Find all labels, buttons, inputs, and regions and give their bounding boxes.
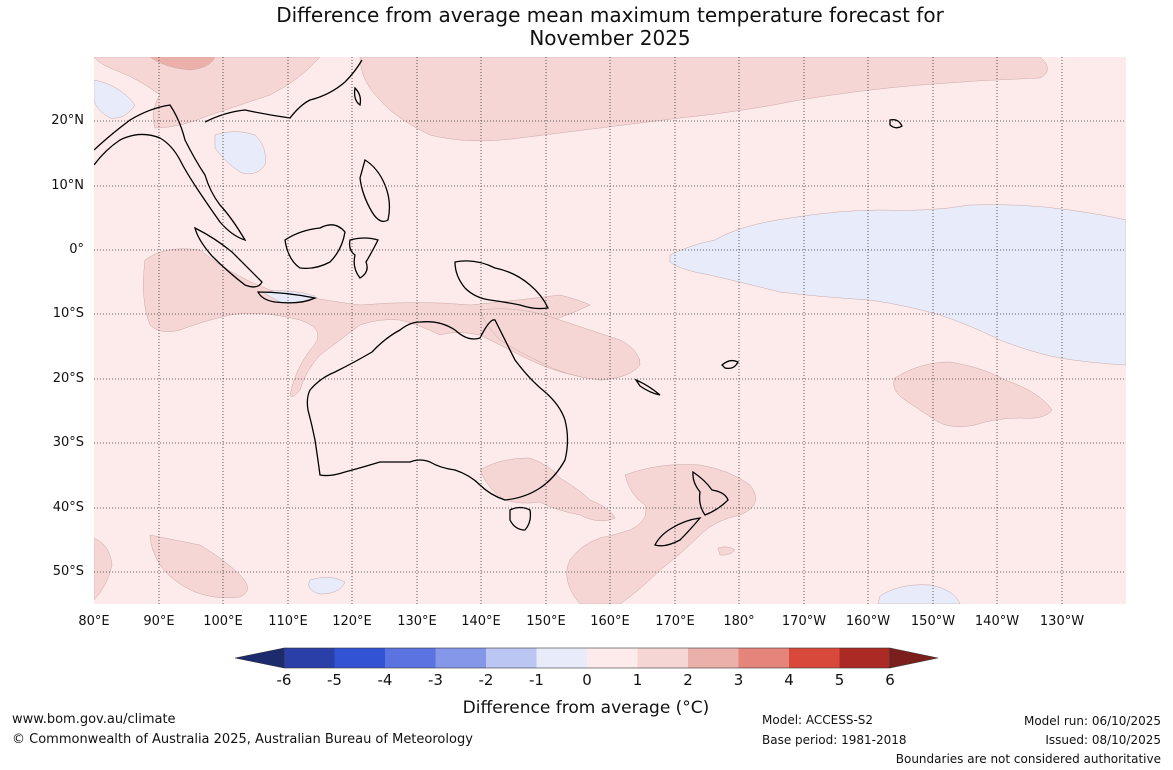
colorbar-under-arrow bbox=[234, 647, 285, 669]
lon-label-150e: 150°E bbox=[526, 614, 566, 629]
anomaly-region-east-small bbox=[717, 546, 736, 556]
lon-label-150w: 150°W bbox=[910, 614, 956, 629]
new-guinea-coastline bbox=[454, 260, 549, 310]
colorbar-tick-6: 6 bbox=[885, 671, 895, 689]
colorbar bbox=[234, 647, 939, 669]
colorbar-tick-3: 3 bbox=[733, 671, 744, 689]
colorbar-bin-minus6-minus5 bbox=[284, 648, 335, 668]
lat-label-0: 0° bbox=[69, 242, 84, 257]
anomaly-region-india-cool bbox=[94, 79, 136, 119]
copyright-text: © Commonwealth of Australia 2025, Austra… bbox=[12, 732, 473, 747]
coastlines bbox=[94, 59, 903, 547]
colorbar-tick-2: 2 bbox=[683, 671, 693, 689]
lon-label-120e: 120°E bbox=[332, 614, 372, 629]
anomaly-region-southern-ocean-edge bbox=[94, 537, 113, 601]
lat-label-40s: 40°S bbox=[52, 500, 84, 515]
colorbar-outline bbox=[283, 647, 891, 669]
anomaly-region-arafura bbox=[479, 308, 641, 381]
lon-label-160e: 160°E bbox=[590, 614, 630, 629]
lat-label-20n: 20°N bbox=[51, 113, 84, 128]
anomaly-region-south-cool-1 bbox=[308, 577, 346, 595]
sulawesi-coastline bbox=[348, 237, 379, 279]
fiji-coastline bbox=[721, 359, 739, 370]
lon-label-140e: 140°E bbox=[461, 614, 501, 629]
colorbar-tick-0: 0 bbox=[582, 671, 592, 689]
colorbar-bin-minus4-minus3 bbox=[385, 648, 436, 668]
anomaly-region-china-warm bbox=[149, 57, 216, 71]
lon-label-170e: 170°E bbox=[655, 614, 695, 629]
lon-label-130e: 130°E bbox=[397, 614, 437, 629]
hawaii-coastline bbox=[889, 118, 903, 129]
colorbar-tick-1: 1 bbox=[632, 671, 643, 689]
colorbar-tick-4: 4 bbox=[784, 671, 794, 689]
title-line-2: November 2025 bbox=[529, 26, 691, 50]
model-text: Model: ACCESS-S2 bbox=[762, 713, 874, 727]
anomaly-region-new-zealand bbox=[566, 464, 756, 604]
colorbar-bin-minus3-minus2 bbox=[435, 648, 486, 668]
colorbar-tick-minus3: -3 bbox=[428, 671, 443, 689]
lat-label-10s: 10°S bbox=[52, 306, 84, 321]
japan-coastline bbox=[353, 86, 362, 107]
anomaly-region-equatorial-pacific-cool bbox=[669, 204, 1126, 366]
map-area bbox=[94, 57, 1126, 604]
lat-label-20s: 20°S bbox=[52, 371, 84, 386]
colorbar-bin-minus1-zero bbox=[536, 648, 587, 668]
colorbar-tick-minus6: -6 bbox=[276, 671, 292, 689]
colorbar-bin-minus5-minus4 bbox=[334, 648, 385, 668]
website-link[interactable]: www.bom.gov.au/climate bbox=[12, 712, 176, 727]
australia-coastline bbox=[306, 319, 569, 501]
lon-label-90e: 90°E bbox=[143, 614, 175, 629]
colorbar-bin-zero-one bbox=[587, 648, 638, 668]
colorbar-bin-two-three bbox=[688, 648, 739, 668]
borneo-coastline bbox=[284, 224, 346, 270]
colorbar-tick-minus2: -2 bbox=[478, 671, 494, 689]
colorbar-bin-four-five bbox=[789, 648, 840, 668]
disclaimer-text: Boundaries are not considered authoritat… bbox=[895, 752, 1161, 766]
anomaly-region-north-pacific bbox=[359, 57, 1048, 142]
colorbar-tick-minus4: -4 bbox=[377, 671, 393, 689]
anomaly-region-tasman bbox=[479, 457, 616, 522]
gridlines bbox=[94, 57, 1126, 604]
lat-label-30s: 30°S bbox=[52, 435, 84, 450]
lat-label-10n: 10°N bbox=[51, 178, 84, 193]
java-coastline bbox=[256, 291, 318, 304]
model-run-text: Model run: 06/10/2025 bbox=[1023, 714, 1161, 728]
lon-label-80e: 80°E bbox=[78, 614, 110, 629]
lon-label-110e: 110°E bbox=[268, 614, 308, 629]
colorbar-bin-one-two bbox=[637, 648, 688, 668]
tasmania-coastline bbox=[509, 506, 532, 531]
lon-label-170w: 170°W bbox=[781, 614, 827, 629]
colorbar-over-arrow bbox=[889, 647, 939, 669]
lon-label-100e: 100°E bbox=[203, 614, 243, 629]
base-period-text: Base period: 1981-2018 bbox=[762, 733, 907, 747]
title-line-1: Difference from average mean maximum tem… bbox=[276, 3, 944, 27]
lat-label-50s: 50°S bbox=[52, 564, 84, 579]
new-caledonia-coastline bbox=[634, 378, 661, 396]
anomaly-region-south-cool-2 bbox=[877, 584, 961, 604]
colorbar-bin-three-four bbox=[738, 648, 789, 668]
colorbar-tick-minus5: -5 bbox=[327, 671, 342, 689]
mainland-asia-coastline bbox=[94, 59, 363, 242]
colorbar-tick-minus1: -1 bbox=[529, 671, 544, 689]
lon-label-140w: 140°W bbox=[974, 614, 1020, 629]
colorbar-bin-minus2-minus1 bbox=[486, 648, 537, 668]
philippines-coastline bbox=[359, 158, 391, 223]
colorbar-title: Difference from average (°C) bbox=[462, 698, 710, 718]
new-zealand-north-coastline bbox=[692, 470, 729, 516]
lon-label-160w: 160°W bbox=[845, 614, 891, 629]
lon-label-180: 180° bbox=[723, 614, 755, 629]
anomaly-region-asia-north bbox=[94, 57, 321, 129]
issued-text: Issued: 08/10/2025 bbox=[1045, 733, 1161, 747]
lon-label-130w: 130°W bbox=[1039, 614, 1085, 629]
new-zealand-south-coastline bbox=[654, 517, 702, 547]
chart-title: Difference from average mean maximum tem… bbox=[94, 4, 1126, 50]
colorbar-bin-five-six bbox=[839, 648, 890, 668]
colorbar-tick-5: 5 bbox=[834, 671, 845, 689]
anomaly-region-indochina-cool bbox=[214, 131, 266, 175]
